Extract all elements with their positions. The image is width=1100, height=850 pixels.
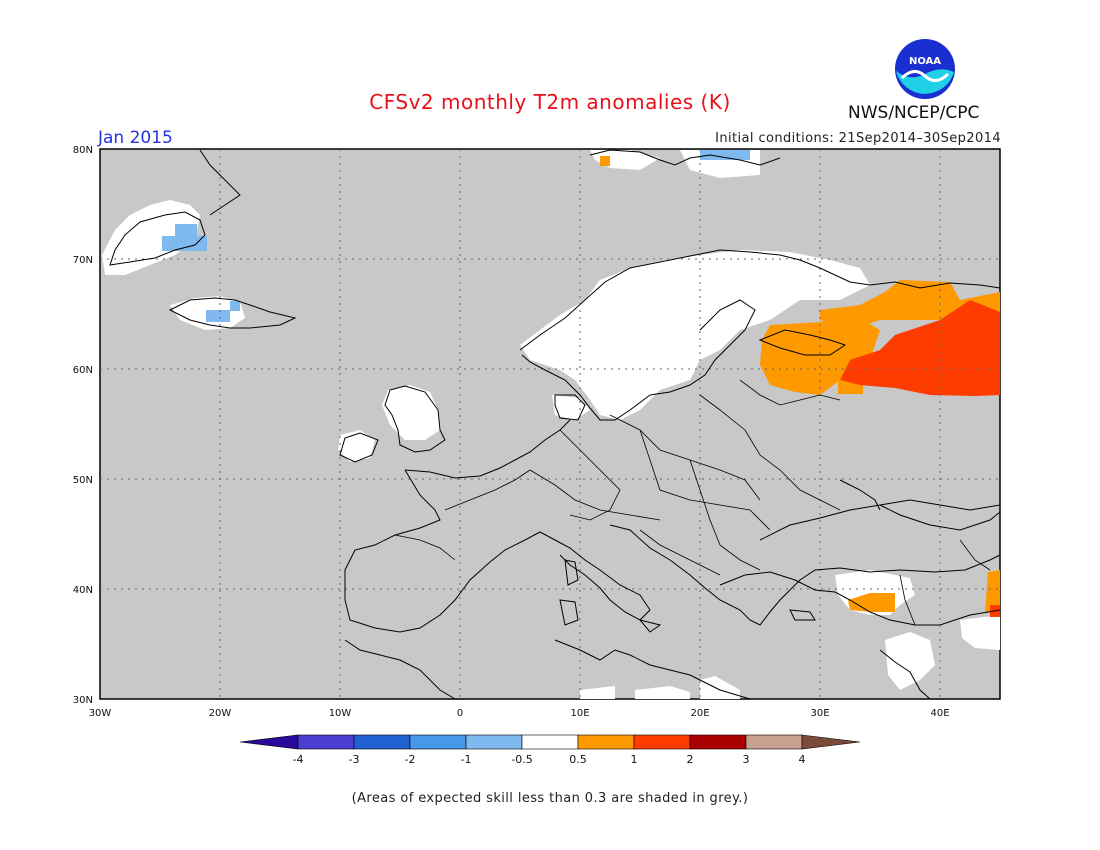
colorbar-arrow-high (801, 734, 861, 750)
colorbar-label: -4 (293, 753, 304, 766)
lon-label: 0 (457, 708, 463, 719)
anomaly-map: 80N 70N 60N 50N 40N 30N 30W 20W 10W 0 10… (73, 145, 1001, 719)
warm-anomaly-regions (600, 156, 1000, 615)
colorbar-arrow-low (239, 734, 299, 750)
colorbar-label: -2 (405, 753, 416, 766)
colorbar-segment (633, 734, 691, 750)
lon-label: 10W (329, 708, 352, 719)
lon-label: 30W (89, 708, 112, 719)
initial-conditions-label: Initial conditions: 21Sep2014–30Sep2014 (715, 131, 1001, 146)
lon-label: 20W (209, 708, 232, 719)
map-title: CFSv2 monthly T2m anomalies (K) (369, 90, 731, 114)
colorbar-segment (745, 734, 803, 750)
below-normal-regions (162, 150, 750, 322)
lon-label: 20E (690, 708, 709, 719)
colorbar-label: -3 (349, 753, 360, 766)
colorbar-label: -1 (461, 753, 472, 766)
lat-label: 30N (73, 695, 93, 706)
lat-label: 80N (73, 145, 93, 156)
colorbar-label: 2 (687, 753, 694, 766)
colorbar-label: 4 (799, 753, 806, 766)
longitude-labels: 30W 20W 10W 0 10E 20E 30E 40E (89, 708, 950, 719)
colorbar-segment (409, 734, 467, 750)
colorbar-segment (353, 734, 411, 750)
organization-label: NWS/NCEP/CPC (848, 103, 980, 123)
lat-label: 40N (73, 585, 93, 596)
colorbar-label: 0.5 (569, 753, 587, 766)
colorbar: -4 -3 -2 -1 -0.5 0.5 1 2 3 4 (239, 734, 861, 766)
lon-label: 40E (930, 708, 949, 719)
colorbar-label: 3 (743, 753, 750, 766)
lat-label: 50N (73, 475, 93, 486)
colorbar-segment (297, 734, 355, 750)
colorbar-segment (577, 734, 635, 750)
colorbar-label: -0.5 (511, 753, 532, 766)
borders (394, 379, 991, 626)
noaa-logo: NOAA (894, 38, 956, 100)
lon-label: 10E (570, 708, 589, 719)
forecast-month-label: Jan 2015 (98, 128, 173, 148)
map-background (99, 148, 1001, 700)
colorbar-segment (465, 734, 523, 750)
colorbar-segment (689, 734, 747, 750)
latitude-labels: 80N 70N 60N 50N 40N 30N (73, 145, 93, 706)
colorbar-segment (521, 734, 579, 750)
coastlines (109, 149, 1001, 700)
lat-label: 60N (73, 365, 93, 376)
skill-note: (Areas of expected skill less than 0.3 a… (351, 791, 749, 806)
graticule (100, 149, 1000, 699)
svg-text:NOAA: NOAA (909, 56, 941, 67)
lat-label: 70N (73, 255, 93, 266)
lon-label: 30E (810, 708, 829, 719)
colorbar-label: 1 (631, 753, 638, 766)
